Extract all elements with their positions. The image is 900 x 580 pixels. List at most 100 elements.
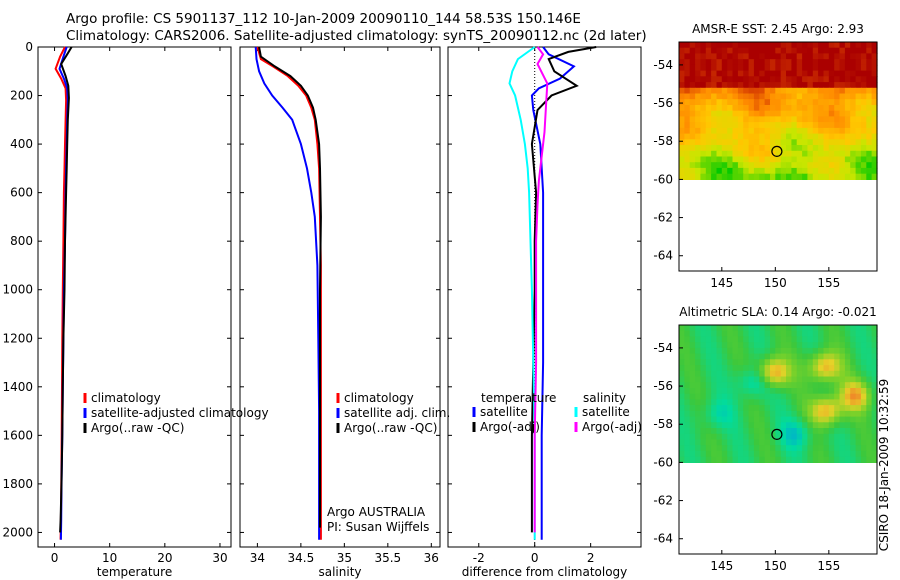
map-cell — [732, 59, 739, 66]
map-cell — [844, 110, 851, 117]
map-cell — [716, 410, 723, 418]
map-cell — [839, 445, 846, 452]
map-cell — [748, 410, 755, 418]
map-cell — [695, 433, 702, 441]
map-cell — [850, 439, 857, 446]
map-cell — [850, 162, 857, 169]
map-cell — [684, 150, 691, 158]
y-tick-label: 1800 — [2, 477, 33, 491]
map-cell — [823, 410, 830, 418]
map-cell — [716, 353, 723, 360]
map-cell — [711, 428, 718, 435]
map-cell — [700, 53, 707, 60]
map-cell — [796, 173, 803, 180]
map-cell — [743, 353, 750, 360]
map-cell — [871, 70, 878, 77]
x-axis-label: temperature — [97, 565, 172, 579]
map-cell — [780, 133, 787, 140]
map-cell — [812, 353, 819, 360]
map-cell — [705, 325, 712, 332]
map-cell — [770, 122, 776, 129]
map-cell — [866, 127, 873, 135]
map-cell — [759, 388, 766, 395]
map-cell — [684, 405, 691, 412]
map-cell — [812, 456, 819, 463]
map-cell — [802, 376, 809, 383]
map-cell — [732, 456, 739, 463]
map-cell — [748, 116, 755, 123]
map-cell — [850, 456, 857, 463]
map-cell — [753, 162, 760, 169]
map-cell — [727, 445, 734, 452]
map-cell — [807, 456, 814, 463]
map-cell — [753, 145, 760, 152]
map-cell — [791, 388, 798, 395]
map-cell — [689, 388, 696, 395]
map-cell — [770, 93, 776, 100]
map-cell — [737, 445, 744, 452]
map-cell — [743, 110, 750, 117]
map-cell — [732, 347, 739, 355]
map-cell — [684, 382, 691, 389]
map-cell — [775, 399, 782, 406]
map-cell — [871, 64, 878, 72]
map-cell — [770, 422, 776, 429]
map-cell — [748, 122, 755, 129]
map-cell — [679, 133, 685, 140]
map-cell — [753, 433, 760, 441]
map-cell — [860, 145, 867, 152]
map-title: AMSR-E SST: 2.45 Argo: 2.93 — [692, 22, 864, 36]
map-cell — [823, 422, 830, 429]
map-cell — [860, 110, 867, 117]
map-cell — [727, 405, 734, 412]
map-cell — [850, 405, 857, 412]
map-cell — [732, 353, 739, 360]
map-cell — [823, 173, 830, 180]
map-cell — [684, 410, 691, 418]
map-cell — [823, 167, 830, 175]
map-cell — [823, 428, 830, 435]
map-cell — [684, 53, 691, 60]
map-cell — [844, 347, 851, 355]
map-cell — [695, 450, 702, 458]
map-cell — [743, 47, 750, 54]
map-cell — [716, 365, 723, 372]
map-cell — [786, 150, 792, 158]
map-frame — [678, 41, 878, 272]
map-cell — [807, 330, 814, 337]
map-cell — [791, 53, 798, 60]
map-cell — [764, 139, 771, 146]
map-cell — [770, 347, 776, 355]
map-cell — [866, 110, 873, 117]
map-cell — [796, 127, 803, 135]
map-cell — [807, 416, 814, 423]
map-cell — [834, 450, 841, 458]
map-cell — [807, 82, 814, 89]
map-cell — [732, 388, 739, 395]
map-cell — [839, 370, 846, 378]
map-cell — [866, 42, 873, 49]
map-cell — [780, 116, 787, 123]
map-cell — [860, 376, 867, 383]
map-cell — [802, 388, 809, 395]
map-cell — [727, 433, 734, 441]
map-cell — [775, 433, 782, 441]
map-cell — [871, 150, 878, 158]
map-cell — [705, 450, 712, 458]
map-cell — [764, 93, 771, 100]
map-cell — [844, 370, 851, 378]
map-cell — [855, 105, 862, 112]
map-cell — [753, 370, 760, 378]
map-cell — [737, 325, 744, 332]
map-cell — [866, 439, 873, 446]
map-cell — [700, 450, 707, 458]
map-cell — [780, 416, 787, 423]
map-cell — [743, 53, 750, 60]
map-cell — [802, 82, 809, 89]
map-cell — [700, 325, 707, 332]
map-cell — [791, 122, 798, 129]
map-cell — [695, 93, 702, 100]
map-cell — [823, 399, 830, 406]
map-cell — [748, 42, 755, 49]
map-cell — [839, 87, 846, 95]
